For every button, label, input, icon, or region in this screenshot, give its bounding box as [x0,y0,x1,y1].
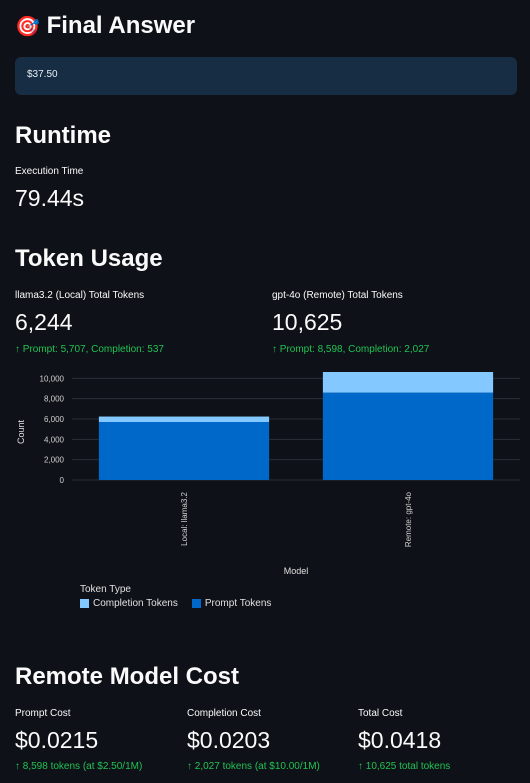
y-tick-label: 4,000 [44,435,65,444]
x-tick-label: Remote: gpt-4o [404,491,413,547]
completion-cost-value: $0.0203 [187,727,271,753]
bar-prompt-1 [322,392,494,480]
target-icon: 🎯 [15,16,40,38]
token-usage-chart: 0 2,000 4,000 6,000 8,000 10,000 Local: llama… [16,372,520,576]
legend-label-completion: Completion Tokens [93,598,178,609]
local-tokens-value: 6,244 [15,309,73,335]
completion-cost-delta: ↑ 2,027 tokens (at $10.00/1M) [187,761,320,772]
arrow-up-icon: ↑ [272,344,277,355]
execution-time-label: Execution Time [15,166,84,177]
arrow-up-icon: ↑ [15,344,20,355]
bar-completion-1 [322,372,494,393]
prompt-cost-delta-text: 8,598 tokens (at $2.50/1M) [22,761,143,772]
bar-completion-0 [98,416,270,422]
remote-tokens-delta-text: Prompt: 8,598, Completion: 2,027 [279,344,430,355]
total-cost-label: Total Cost [358,708,403,719]
final-answer-title: Final Answer [46,12,196,39]
prompt-cost-value: $0.0215 [15,727,99,753]
bar-prompt-0 [98,421,270,480]
y-axis-title: Count [16,420,26,445]
y-tick-label: 8,000 [44,395,65,404]
y-tick-label: 10,000 [40,374,65,383]
x-axis-title: Model [284,566,309,576]
total-cost-delta-text: 10,625 total tokens [365,761,451,772]
legend-label-prompt: Prompt Tokens [204,598,272,609]
prompt-cost-label: Prompt Cost [15,708,71,719]
y-tick-label: 0 [60,476,65,485]
total-cost-value: $0.0418 [358,727,442,753]
arrow-up-icon: ↑ [15,761,20,772]
remote-tokens-delta: ↑ Prompt: 8,598, Completion: 2,027 [272,344,429,355]
y-tick-label: 2,000 [44,456,65,465]
remote-tokens-value: 10,625 [272,309,343,335]
x-tick-label: Local: llama3.2 [180,491,189,545]
legend-swatch-completion [80,599,89,608]
runtime-heading: Runtime [15,122,111,149]
remote-cost-heading: Remote Model Cost [15,663,240,690]
total-cost-delta: ↑ 10,625 total tokens [358,761,450,772]
final-answer-box: $37.50 [15,57,517,95]
arrow-up-icon: ↑ [358,761,363,772]
token-usage-heading: Token Usage [15,245,163,272]
execution-time-value: 79.44s [15,185,85,211]
final-answer-heading: 🎯 Final Answer [15,12,195,40]
final-answer-value: $37.50 [27,69,58,80]
y-tick-label: 6,000 [44,415,65,424]
local-tokens-label: llama3.2 (Local) Total Tokens [15,290,145,301]
local-tokens-delta: ↑ Prompt: 5,707, Completion: 537 [15,344,164,355]
remote-tokens-label: gpt-4o (Remote) Total Tokens [272,290,403,301]
arrow-up-icon: ↑ [187,761,192,772]
legend-title: Token Type [80,584,131,595]
completion-cost-label: Completion Cost [187,708,261,719]
prompt-cost-delta: ↑ 8,598 tokens (at $2.50/1M) [15,761,142,772]
legend: Completion Tokens Prompt Tokens [80,598,271,609]
completion-cost-delta-text: 2,027 tokens (at $10.00/1M) [194,761,320,772]
local-tokens-delta-text: Prompt: 5,707, Completion: 537 [22,344,164,355]
legend-swatch-prompt [191,599,201,608]
